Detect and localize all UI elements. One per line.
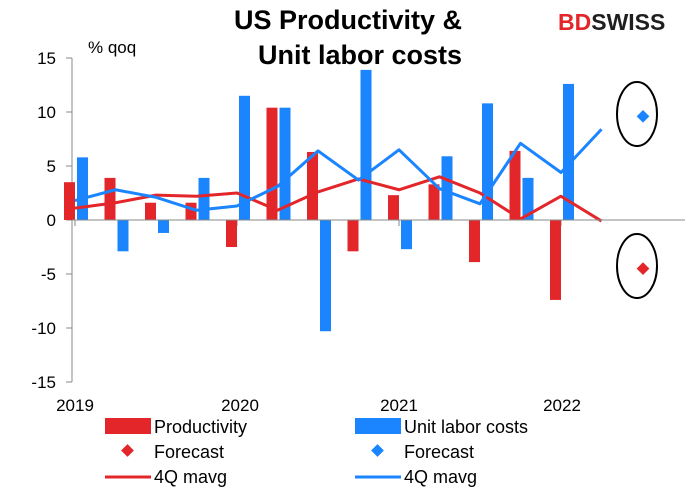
bar-ulc-2021Q3 <box>482 103 493 220</box>
legend-label-ulc: Unit labor costs <box>404 417 528 437</box>
y-tick-label-5: -10 <box>31 319 56 338</box>
bar-ulc-2021Q1 <box>401 220 412 250</box>
y-tick-label-6: -15 <box>31 373 56 392</box>
bar-ulc-2021Q2 <box>441 156 453 220</box>
bar-ulc-2019Q4 <box>198 177 210 220</box>
bar-productivity-2019Q4 <box>185 202 197 220</box>
y-axis-ticks <box>66 57 72 383</box>
legend-swatch-productivity-bar <box>105 418 151 434</box>
x-label-2022: 2022 <box>543 396 581 415</box>
legend-label-productivity-mavg: 4Q mavg <box>154 467 227 487</box>
x-axis-year-labels: 2019 2020 2021 2022 <box>56 396 581 415</box>
bar-productivity-2021Q1 <box>388 195 399 220</box>
bar-productivity-2019Q2 <box>104 177 116 220</box>
legend-item-ulc: Unit labor costs <box>355 417 528 437</box>
y-tick-label-0: 15 <box>37 49 56 68</box>
y-tick-label-4: -5 <box>41 265 56 284</box>
y-axis-tick-labels: 15 10 5 0 -5 -10 -15 <box>31 49 56 392</box>
line-ulc-mavg <box>74 128 603 212</box>
bar-ulc-2021Q4 <box>522 177 534 220</box>
line-productivity-mavg <box>74 175 603 223</box>
legend-swatch-ulc-bar <box>355 418 401 434</box>
bar-productivity-2021Q4 <box>509 150 521 220</box>
legend-swatch-ulc-forecast <box>371 444 384 457</box>
legend-label-productivity: Productivity <box>154 417 247 437</box>
bar-productivity-2020Q2 <box>266 107 278 220</box>
legend-item-productivity-forecast: Forecast <box>121 442 224 462</box>
x-label-2020: 2020 <box>221 396 259 415</box>
bar-productivity-2019Q3 <box>145 202 156 220</box>
forecast-highlight-ellipse-productivity <box>616 233 658 299</box>
chart-title-line-1: US Productivity & <box>234 5 462 35</box>
bar-ulc-2022Q1 <box>563 83 574 220</box>
svg-text:BDSWISS: BDSWISS <box>558 9 665 35</box>
legend-item-productivity: Productivity <box>105 417 247 437</box>
y-tick-label-2: 5 <box>47 157 56 176</box>
bar-productivity-2020Q4 <box>347 220 359 252</box>
legend-label-productivity-forecast: Forecast <box>154 442 224 462</box>
bar-ulc-2019Q3 <box>158 220 169 233</box>
bar-productivity-2021Q2 <box>428 184 440 220</box>
bar-ulc-2020Q2 <box>279 107 291 220</box>
legend: Productivity Unit labor costs Forecast F… <box>105 417 528 487</box>
y-axis-unit-label: % qoq <box>88 38 136 57</box>
legend-item-productivity-mavg: 4Q mavg <box>105 467 227 487</box>
logo-part-2: SWISS <box>591 9 665 35</box>
bar-productivity-2022Q1 <box>550 220 561 300</box>
bar-ulc-2020Q4 <box>360 69 372 220</box>
legend-label-ulc-forecast: Forecast <box>404 442 474 462</box>
y-tick-label-1: 10 <box>37 103 56 122</box>
bar-ulc-2019Q2 <box>117 220 129 252</box>
moving-average-lines <box>74 128 603 223</box>
bar-ulc-2020Q1 <box>239 95 250 220</box>
x-label-2021: 2021 <box>380 396 418 415</box>
legend-item-ulc-mavg: 4Q mavg <box>355 467 477 487</box>
logo-part-1: BD <box>558 9 591 35</box>
legend-label-ulc-mavg: 4Q mavg <box>404 467 477 487</box>
chart-title-line-2: Unit labor costs <box>258 40 462 70</box>
legend-swatch-productivity-forecast <box>121 444 134 457</box>
bar-ulc-2019Q1 <box>77 157 88 220</box>
bar-productivity-2019Q1 <box>64 182 75 220</box>
bar-productivity-2020Q1 <box>226 220 237 247</box>
bar-productivity-2021Q3 <box>469 220 480 263</box>
x-label-2019: 2019 <box>56 396 94 415</box>
bar-productivity-2020Q3 <box>307 151 318 220</box>
brand-logo: BDSWISS <box>558 9 665 35</box>
legend-item-ulc-forecast: Forecast <box>371 442 474 462</box>
bars <box>64 69 574 332</box>
bar-ulc-2020Q3 <box>320 220 331 332</box>
forecast-highlight-ellipse-ulc <box>616 81 658 147</box>
y-tick-label-3: 0 <box>47 211 56 230</box>
